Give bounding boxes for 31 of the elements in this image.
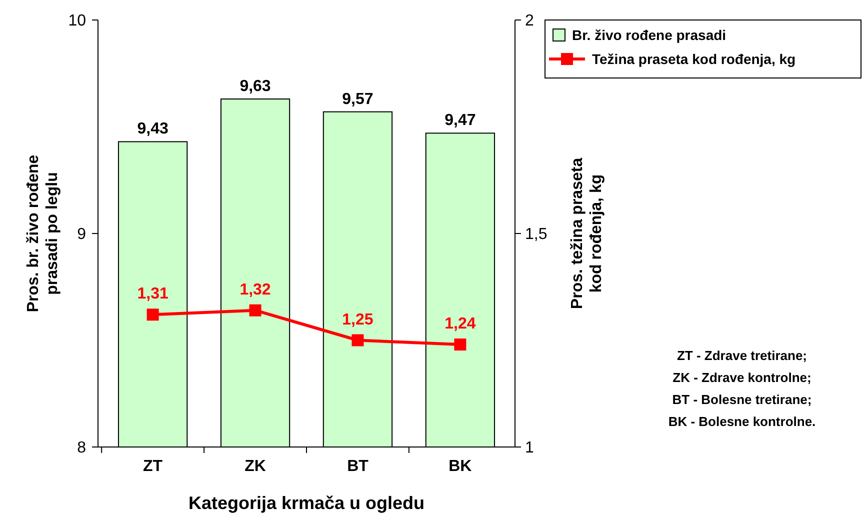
x-tick-label: ZK (244, 458, 266, 475)
data-label: 9,47 (444, 112, 476, 130)
x-axis-title: Kategorija krmača u ogledu (188, 493, 425, 513)
data-label: 1,32 (240, 281, 271, 298)
data-label: 1,31 (137, 286, 168, 303)
text: ZT - Zdrave tretirane; (676, 348, 808, 363)
y-tick-label: 9 (77, 226, 86, 244)
y-tick-label: 8 (77, 440, 86, 457)
legend-label: Br. živo rođene prasadi (572, 26, 726, 43)
data-label: 9,57 (342, 90, 374, 108)
data-label: 9,43 (137, 120, 168, 138)
data-label: 9,63 (240, 78, 271, 95)
point (454, 338, 466, 351)
point (249, 304, 262, 316)
point (352, 334, 364, 346)
x-tick-label: BT (347, 458, 369, 475)
text: BT - Bolesne tretirane; (672, 392, 812, 407)
point (146, 308, 159, 321)
x-tick-label: BK (448, 458, 472, 475)
y2-axis-title: Pros. težina praseta kod rođenja, kg (569, 158, 606, 310)
y2-tick-label: 2 (525, 12, 534, 30)
y2-tick-label: 1 (525, 440, 534, 457)
legend-label: Težina praseta kod rođenja, kg (592, 50, 796, 67)
y2-tick-label: 1,5 (525, 226, 548, 244)
text: BK - Bolesne kontrolne. (668, 414, 816, 429)
data-label: 1,25 (342, 311, 374, 328)
data-label: 1,24 (444, 316, 476, 333)
y-tick-label: 10 (68, 12, 86, 30)
x-tick-label: ZT (143, 458, 163, 475)
y-axis-title: Pros. br. živo rođene prasadi po leglu (25, 154, 62, 312)
text: ZK - Zdrave kontrolne; (672, 370, 812, 385)
